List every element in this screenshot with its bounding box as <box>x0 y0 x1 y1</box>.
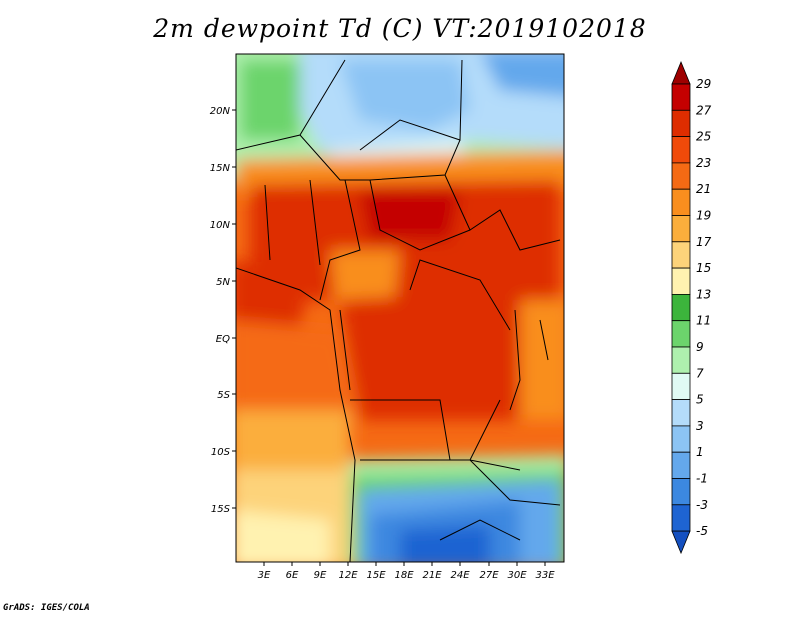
colorbar-label: 21 <box>696 182 711 196</box>
colorbar-cell <box>671 478 691 506</box>
colorbar-label: 11 <box>696 314 711 328</box>
y-axis-labels: 20N 15N 10N 5N EQ 5S 10S 15S <box>210 106 231 515</box>
plot-title: 2m dewpoint Td (C) VT:2019102018 <box>153 14 647 43</box>
y-label-eq: EQ <box>216 334 230 345</box>
y-label-10s: 10S <box>211 447 231 458</box>
x-label-21e: 21E <box>422 570 442 581</box>
y-label-10n: 10N <box>210 220 231 231</box>
x-axis-ticks <box>263 562 546 566</box>
colorbar-label: 29 <box>696 77 711 91</box>
y-label-5s: 5S <box>217 390 230 401</box>
colorbar-cell <box>671 241 691 269</box>
colorbar-cell <box>671 215 691 243</box>
colorbar-label: 27 <box>696 103 712 117</box>
colorbar-label: 13 <box>696 287 711 301</box>
x-label-24e: 24E <box>450 570 470 581</box>
x-label-33e: 33E <box>535 570 555 581</box>
colorbar-label: -1 <box>696 472 708 486</box>
colorbar-cell <box>671 188 691 216</box>
x-label-15e: 15E <box>366 570 386 581</box>
colorbar-cell <box>671 136 691 164</box>
y-axis-ticks <box>232 109 236 509</box>
colorbar-cell <box>671 293 691 322</box>
colorbar-label: 3 <box>696 419 704 433</box>
country-borders <box>236 59 561 562</box>
colorbar-cell <box>671 425 691 453</box>
grads-credit: GrADS: IGES/COLA <box>3 603 90 613</box>
x-label-9e: 9E <box>314 570 327 581</box>
colorbar-label: 25 <box>696 130 711 144</box>
colorbar-label: 19 <box>696 209 711 223</box>
colorbar-cell <box>671 504 691 532</box>
x-label-18e: 18E <box>394 570 414 581</box>
colorbar-cells <box>671 60 691 555</box>
colorbar-cell <box>671 320 691 348</box>
x-label-30e: 30E <box>507 570 527 581</box>
colorbar-cell <box>671 399 691 427</box>
colorbar-cell <box>671 60 691 85</box>
colorbar-label: 23 <box>696 156 711 170</box>
x-label-6e: 6E <box>286 570 299 581</box>
y-label-5n: 5N <box>216 277 230 288</box>
colorbar-cell <box>671 372 691 400</box>
colorbar-label: 9 <box>696 340 704 354</box>
colorbar-label: 5 <box>696 393 704 407</box>
colorbar-cell <box>671 109 691 138</box>
colorbar-cell <box>671 83 691 111</box>
colorbar-label: -5 <box>696 524 708 538</box>
x-label-3e: 3E <box>258 570 271 581</box>
colorbar-label: 15 <box>696 261 711 275</box>
y-label-20n: 20N <box>210 106 231 117</box>
colorbar-label: 1 <box>696 445 704 459</box>
colorbar: 29 27 25 23 21 19 17 15 13 11 9 7 5 3 1 -1 -3 -5 <box>671 60 712 555</box>
x-axis-labels: 3E 6E 9E 12E 15E 18E 21E 24E 27E 30E 33E <box>258 570 556 581</box>
colorbar-label: 7 <box>696 366 704 380</box>
map-frame <box>235 53 565 563</box>
colorbar-label: 17 <box>696 235 712 249</box>
colorbar-cell <box>671 530 691 555</box>
x-label-12e: 12E <box>338 570 358 581</box>
colorbar-cell <box>671 451 691 479</box>
colorbar-cell <box>671 346 691 374</box>
colorbar-cell <box>671 162 691 190</box>
colorbar-label: -3 <box>696 498 708 512</box>
dewpoint-field <box>236 54 564 562</box>
colorbar-labels: 29 27 25 23 21 19 17 15 13 11 9 7 5 3 1 -1 -3 -5 <box>696 77 712 538</box>
y-label-15n: 15N <box>210 163 231 174</box>
x-label-27e: 27E <box>479 570 499 581</box>
colorbar-cell <box>671 267 691 295</box>
y-label-15s: 15S <box>211 504 231 515</box>
